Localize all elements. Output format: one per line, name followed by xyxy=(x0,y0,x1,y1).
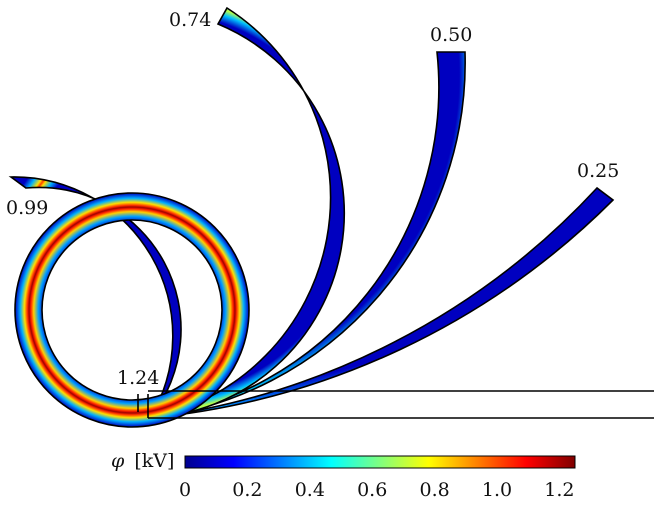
colorbar-ticks: 0 0.2 0.4 0.6 0.8 1.0 1.2 xyxy=(179,479,575,501)
label-074: 0.74 xyxy=(169,9,211,31)
label-025: 0.25 xyxy=(577,160,619,182)
colorbar-tick-label: 0.8 xyxy=(419,479,449,501)
beam-curvature-124 xyxy=(14,192,250,428)
colorbar-tick-label: 0.2 xyxy=(232,479,262,501)
beam-curvature-025 xyxy=(149,186,615,419)
beam-curvature-074 xyxy=(149,6,345,419)
beam-curvature-099 xyxy=(8,176,182,419)
colorbar xyxy=(184,455,576,469)
label-099: 0.99 xyxy=(6,197,48,219)
label-124: 1.24 xyxy=(117,367,159,389)
colorbar-tick-label: 0.6 xyxy=(357,479,387,501)
colorbar-tick-label: 0 xyxy=(179,479,191,501)
colorbar-tick-label: 0.4 xyxy=(295,479,325,501)
label-050: 0.50 xyxy=(430,24,472,46)
colorbar-tick-label: 1.2 xyxy=(544,479,574,501)
colorbar-title: φ [kV] xyxy=(111,450,174,472)
beam-curvature-050 xyxy=(149,51,466,419)
colorbar-tick-label: 1.0 xyxy=(482,479,512,501)
colorbar-symbol: φ xyxy=(111,450,125,472)
colorbar-unit: [kV] xyxy=(134,450,174,472)
